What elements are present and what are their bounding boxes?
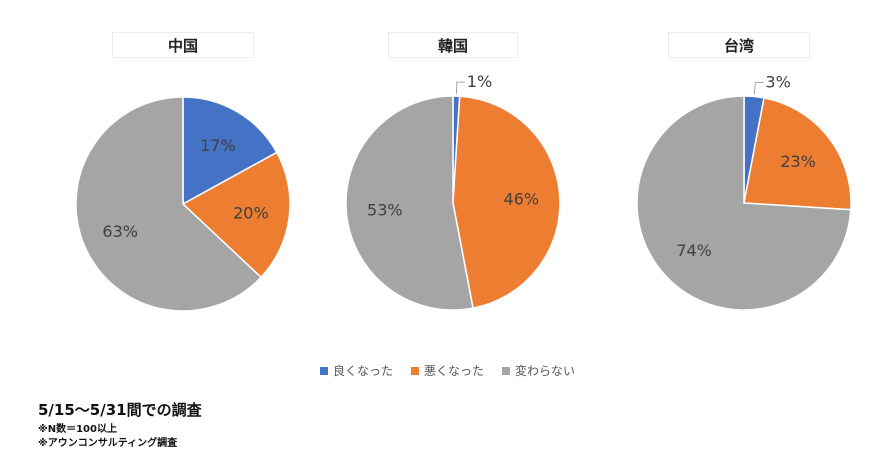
pie-slice-china-same	[75, 96, 263, 312]
pie-slice-korea-same	[345, 95, 474, 311]
pie-slice-taiwan-bad	[743, 97, 852, 211]
legend-label-good: 良くなった	[333, 364, 394, 378]
data-label-korea-bad: 46%	[504, 190, 540, 209]
survey-period-title: 5/15～5/31間での調査	[38, 401, 202, 419]
pie-slice-china-bad	[181, 151, 291, 279]
legend-item-same: 変わらない	[502, 362, 575, 379]
legend-swatch-same	[502, 366, 511, 375]
note-source: ※アウンコンサルティング調査	[38, 438, 178, 449]
data-label-china-bad: 20%	[233, 204, 269, 223]
pie-slice-korea-bad	[452, 95, 561, 309]
leader-line-korea-good	[455, 81, 465, 95]
legend-swatch-bad	[411, 366, 420, 375]
data-label-taiwan-good: 3%	[765, 73, 790, 92]
note-sample-size: ※N数＝100以上	[38, 424, 117, 435]
chart-title-china: 中国	[112, 32, 254, 58]
pie-charts: 17% 20% 63% 1% 46% 53% 3% 23% 74%	[75, 72, 852, 312]
legend-item-good: 良くなった	[320, 362, 393, 379]
legend-item-bad: 悪くなった	[411, 362, 484, 379]
data-label-china-good: 17%	[200, 136, 236, 155]
chart-title-korea: 韓国	[388, 32, 518, 58]
legend-label-same: 変わらない	[515, 364, 576, 378]
legend-label-bad: 悪くなった	[424, 364, 485, 378]
data-label-korea-good: 1%	[467, 72, 492, 91]
data-label-china-same: 63%	[102, 222, 138, 241]
leader-line-taiwan-good	[753, 82, 764, 95]
pie-slice-china-good	[182, 96, 278, 206]
data-label-korea-same: 53%	[367, 200, 403, 219]
pie-slice-taiwan-same	[636, 95, 852, 311]
data-label-taiwan-same: 74%	[676, 241, 712, 260]
legend-swatch-good	[320, 366, 328, 375]
chart-title-taiwan: 台湾	[668, 32, 810, 58]
legend: 良くなった 悪くなった 変わらない	[320, 362, 575, 379]
data-label-taiwan-bad: 23%	[780, 152, 816, 171]
